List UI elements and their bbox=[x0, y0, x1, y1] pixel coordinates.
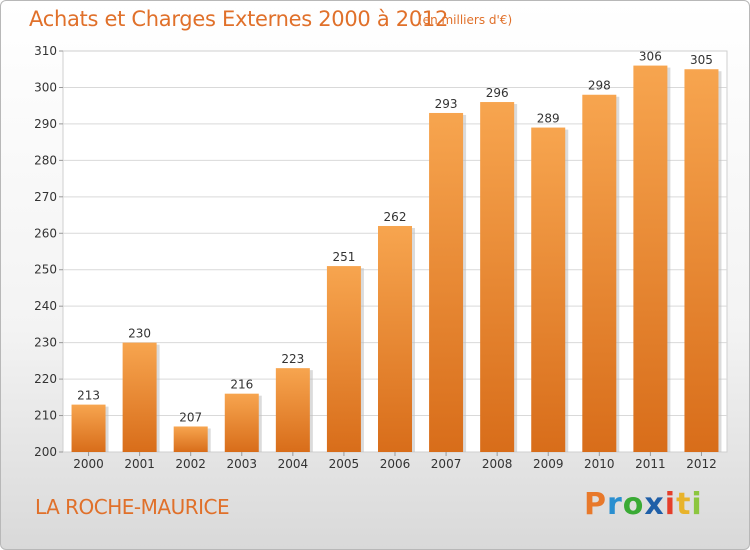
bar-value-label: 213 bbox=[77, 389, 100, 403]
bar bbox=[326, 266, 361, 452]
x-tick-label: 2009 bbox=[533, 457, 564, 471]
bar-value-label: 207 bbox=[179, 410, 202, 424]
logo-letter: i bbox=[691, 487, 703, 522]
y-tick-label: 260 bbox=[34, 226, 57, 240]
x-tick-label: 2005 bbox=[329, 457, 360, 471]
logo-letter: i bbox=[664, 487, 677, 522]
place-name: LA ROCHE-MAURICE bbox=[35, 495, 230, 519]
x-tick-label: 2007 bbox=[431, 457, 462, 471]
x-tick-label: 2004 bbox=[278, 457, 309, 471]
bar-value-label: 298 bbox=[588, 79, 611, 93]
bar-value-label: 230 bbox=[128, 327, 151, 341]
bar bbox=[531, 127, 566, 453]
value-label-layer: 213 230 207 216 223 251 262 293 296 289 298 306 305 bbox=[77, 50, 713, 425]
bar-value-label: 305 bbox=[690, 53, 713, 67]
x-tick-label: 2002 bbox=[175, 457, 206, 471]
y-tick-label: 220 bbox=[34, 372, 57, 386]
logo-letter: x bbox=[644, 487, 665, 522]
x-tick-label: 2012 bbox=[686, 457, 717, 471]
x-tick-label: 2000 bbox=[73, 457, 104, 471]
x-tick-label: 2010 bbox=[584, 457, 615, 471]
bar bbox=[71, 404, 106, 452]
bar bbox=[378, 225, 412, 452]
bar bbox=[684, 69, 719, 453]
y-axis: 200 210 220 230 240 250 260 270 280 290 300 310 bbox=[34, 44, 63, 459]
x-axis: 2000 2001 2002 2003 2004 2005 2006 2007 2008 2009… bbox=[73, 452, 717, 471]
x-tick-label: 2001 bbox=[124, 457, 155, 471]
logo-letter: r bbox=[607, 487, 623, 522]
y-tick-label: 250 bbox=[34, 263, 57, 277]
bar bbox=[429, 112, 464, 453]
bar bbox=[224, 393, 259, 452]
bar bbox=[480, 102, 515, 452]
proxiti-logo: Proxiti bbox=[584, 487, 703, 522]
y-tick-label: 200 bbox=[34, 445, 57, 459]
bar-layer bbox=[71, 65, 722, 453]
logo-letter: P bbox=[584, 487, 607, 522]
bar-value-label: 293 bbox=[435, 97, 458, 111]
bar bbox=[633, 65, 668, 452]
bar bbox=[582, 94, 617, 452]
chart-unit: (en milliers d'€) bbox=[418, 13, 513, 27]
bar-value-label: 251 bbox=[332, 250, 355, 264]
x-tick-label: 2011 bbox=[635, 457, 666, 471]
bar bbox=[173, 426, 208, 452]
bar-value-label: 216 bbox=[230, 378, 253, 392]
logo-letter: t bbox=[676, 487, 692, 522]
y-tick-label: 290 bbox=[34, 117, 57, 131]
y-tick-label: 300 bbox=[34, 80, 57, 94]
logo-letter: o bbox=[622, 487, 645, 522]
bar bbox=[122, 342, 157, 452]
bar-value-label: 296 bbox=[486, 86, 509, 100]
y-tick-label: 270 bbox=[34, 190, 57, 204]
y-tick-label: 240 bbox=[34, 299, 57, 313]
y-tick-label: 280 bbox=[34, 153, 57, 167]
bar-value-label: 262 bbox=[384, 210, 407, 224]
bar-value-label: 289 bbox=[537, 112, 560, 126]
y-tick-label: 210 bbox=[34, 409, 57, 423]
bar bbox=[275, 368, 310, 452]
y-tick-label: 230 bbox=[34, 336, 57, 350]
chart-title: Achats et Charges Externes 2000 à 2012 bbox=[29, 7, 449, 31]
bar-value-label: 223 bbox=[281, 352, 304, 366]
x-tick-label: 2008 bbox=[482, 457, 513, 471]
x-tick-label: 2003 bbox=[226, 457, 257, 471]
bar-value-label: 306 bbox=[639, 50, 662, 64]
x-tick-label: 2006 bbox=[380, 457, 411, 471]
y-tick-label: 310 bbox=[34, 44, 57, 58]
